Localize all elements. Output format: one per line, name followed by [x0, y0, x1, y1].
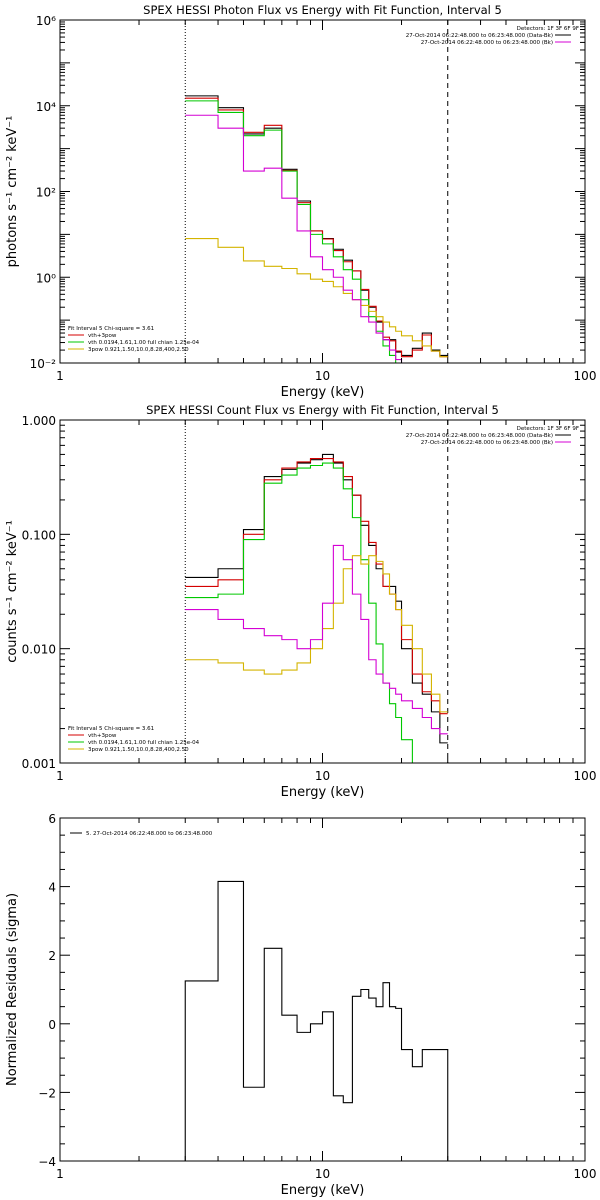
photon-xtick-label: 1 [56, 369, 64, 383]
count-ytick-label: 0.100 [22, 528, 56, 542]
residuals-ytick-label: 0 [48, 1018, 56, 1032]
photon-legend-right-label: 27-Oct-2014 06:22:48.000 to 06:23:48.000… [406, 33, 553, 39]
photon-ytick-label: 10⁰ [36, 271, 56, 285]
count-legend-left-label: 3pow 0.921,1.50,10.0,8.28,400,2.50 [88, 747, 189, 753]
photon-xlabel: Energy (keV) [281, 385, 365, 400]
photon-xtick-label: 100 [574, 369, 597, 383]
photon-series-vth-3pow [185, 97, 448, 358]
residuals-ytick-label: 4 [48, 881, 56, 895]
photon-ylabel: photons s⁻¹ cm⁻² keV⁻¹ [5, 116, 20, 268]
count-ytick-label: 0.010 [22, 643, 56, 657]
count-ylabel: counts s⁻¹ cm⁻² keV⁻¹ [5, 520, 20, 663]
photon-axes-box [59, 19, 586, 364]
count-series-group [185, 453, 448, 763]
count-xlabel: Energy (keV) [281, 785, 365, 800]
count-ytick-label: 0.001 [22, 757, 56, 771]
count-series-vth-3pow [185, 458, 448, 715]
photon-ytick-label: 10⁴ [36, 100, 56, 114]
photon-legend-right-header: Detectors: 1F 3F 6F 9F [517, 26, 579, 32]
residuals-legend-label: 5. 27-Oct-2014 06:22:48.000 to 06:23:48.… [86, 831, 213, 837]
photon-legend-left-label: vth 0.0194,1.61,1.00 full chian 1.25e-04 [88, 340, 200, 346]
count-legend-left-label: vth+3pow [88, 733, 117, 739]
photon-ytick-label: 10² [36, 186, 56, 200]
residuals-xlabel: Energy (keV) [281, 1183, 365, 1198]
photon-series-bk [185, 114, 448, 363]
photon-chart: 1 10 100 10⁻² 10⁰ 10² 10⁴ 10⁶ SPEX HESSI Photon … [5, 3, 596, 400]
residuals-series-group [184, 880, 449, 1161]
photon-legend-left-label: vth+3pow [88, 333, 117, 339]
count-legend-right-label: 27-Oct-2014 06:22:48.000 to 06:23:48.000… [421, 440, 553, 446]
count-legend-right-label: 27-Oct-2014 06:22:48.000 to 06:23:48.000… [406, 433, 553, 439]
count-xtick-label: 100 [574, 769, 597, 783]
count-legend-left-label: vth 0.0194,1.61,1.00 full chian 1.25e-04 [88, 740, 200, 746]
photon-legend-left-label: 3pow 0.921,1.50,10.0,8.28,400,2.50 [88, 347, 189, 353]
photon-series-group [185, 95, 448, 363]
count-legend-right-header: Detectors: 1F 3F 6F 9F [517, 426, 579, 432]
residuals-chart: 1 10 100 −4 −2 0 2 4 6 Energy (keV) Normalized Res… [5, 812, 596, 1198]
residuals-xtick-label: 100 [574, 1167, 597, 1181]
residuals-series-5-27-oct-2014-06-22-48-000-to-06-23-48-000 [184, 880, 449, 1161]
residuals-ylabel: Normalized Residuals (sigma) [5, 893, 20, 1086]
count-chart: 1 10 100 0.001 0.010 0.100 1.000 SPEX HESSI Cou… [5, 403, 596, 800]
count-ytick-label: 1.000 [22, 414, 56, 428]
residuals-ytick-label: −2 [38, 1086, 56, 1100]
count-series-data-bk [185, 453, 448, 744]
residuals-axes-box [59, 817, 586, 1162]
photon-title: SPEX HESSI Photon Flux vs Energy with Fi… [143, 3, 502, 17]
count-legend-left-header: Fit Interval 5 Chi-square = 3.61 [68, 726, 154, 732]
photon-legend-right-label: 27-Oct-2014 06:22:48.000 to 06:23:48.000… [421, 40, 553, 46]
residuals-xtick-label: 10 [315, 1167, 330, 1181]
photon-ytick-label: 10⁶ [36, 14, 56, 28]
count-xtick-label: 1 [56, 769, 64, 783]
count-series-3pow [185, 555, 448, 713]
photon-series-data-bk [185, 95, 448, 356]
photon-legend-left-header: Fit Interval 5 Chi-square = 3.61 [68, 326, 154, 332]
count-axes-box [59, 419, 586, 764]
photon-xtick-label: 10 [315, 369, 330, 383]
count-xtick-label: 10 [315, 769, 330, 783]
residuals-xtick-label: 1 [56, 1167, 64, 1181]
residuals-ytick-label: 6 [48, 812, 56, 826]
residuals-ytick-label: −4 [38, 1155, 56, 1169]
residuals-ytick-label: 2 [48, 949, 56, 963]
count-series-bk [185, 544, 448, 735]
count-title: SPEX HESSI Count Flux vs Energy with Fit… [146, 403, 499, 417]
photon-ytick-label: 10⁻² [30, 357, 57, 371]
count-series-vth [185, 462, 448, 763]
photon-series-vth [185, 100, 448, 363]
